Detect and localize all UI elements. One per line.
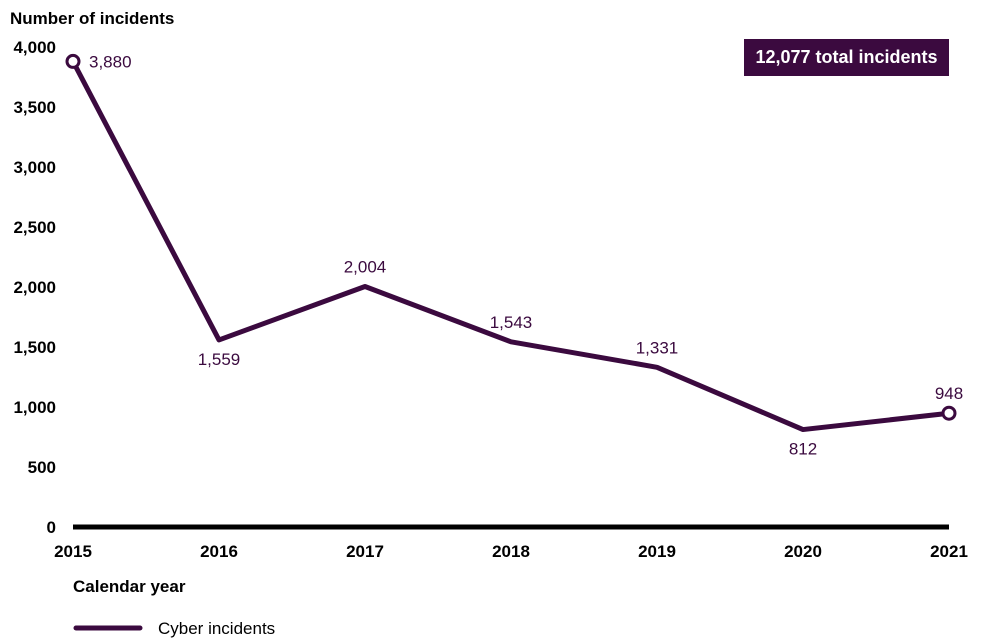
data-label: 948: [935, 384, 963, 403]
data-label: 2,004: [344, 258, 387, 277]
total-badge-text: 12,077 total incidents: [755, 47, 937, 67]
data-label: 1,559: [198, 350, 241, 369]
x-tick-label: 2020: [784, 542, 822, 561]
x-tick-label: 2018: [492, 542, 530, 561]
data-point-marker: [941, 405, 957, 421]
x-tick-label: 2016: [200, 542, 238, 561]
total-badge-background: [744, 39, 949, 76]
data-label: 1,331: [636, 338, 679, 357]
x-tick-label: 2021: [930, 542, 968, 561]
x-tick-label: 2015: [54, 542, 92, 561]
data-label: 812: [789, 440, 817, 459]
y-tick-label: 2,500: [13, 218, 56, 237]
data-label: 3,880: [89, 52, 132, 71]
legend: Cyber incidents: [73, 619, 275, 638]
x-tick-label: 2017: [346, 542, 384, 561]
series-line-cyber-incidents: [70, 58, 952, 433]
data-point-marker: [65, 53, 81, 69]
y-tick-label: 500: [28, 458, 56, 477]
y-tick-label: 3,000: [13, 158, 56, 177]
y-tick-label: 3,500: [13, 98, 56, 117]
x-tick-label: 2019: [638, 542, 676, 561]
y-tick-label: 4,000: [13, 38, 56, 57]
legend-label-cyber-incidents: Cyber incidents: [158, 619, 275, 638]
y-tick-label: 2,000: [13, 278, 56, 297]
x-axis-title: Calendar year: [73, 577, 186, 596]
y-tick-label: 0: [47, 518, 56, 537]
total-incidents-badge: 12,077 total incidents: [744, 39, 949, 76]
y-tick-label: 1,000: [13, 398, 56, 417]
data-label: 1,543: [490, 313, 533, 332]
y-tick-label: 1,500: [13, 338, 56, 357]
y-axis-title: Number of incidents: [10, 9, 174, 28]
